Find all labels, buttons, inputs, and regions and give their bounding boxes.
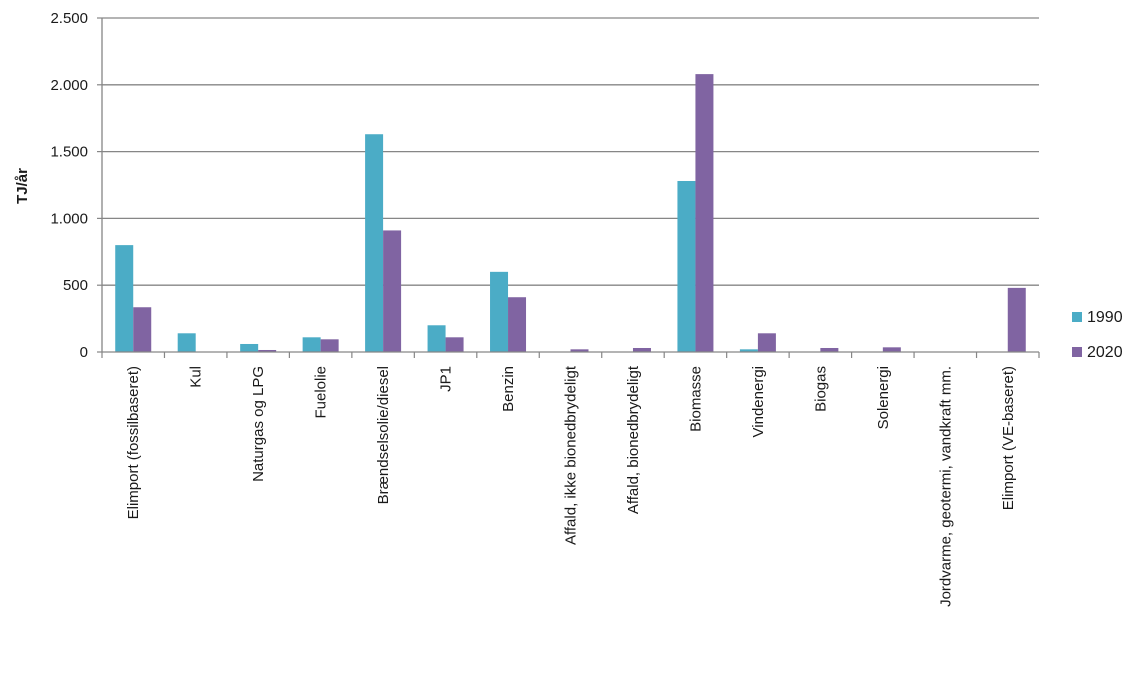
bar-1990 xyxy=(115,245,134,352)
legend-label: 1990 xyxy=(1087,309,1123,326)
x-tick-label: JP1 xyxy=(438,366,455,392)
bar-2020 xyxy=(445,337,464,352)
bar-1990 xyxy=(177,333,196,352)
bar-2020 xyxy=(820,347,839,352)
bar-1990 xyxy=(677,180,696,352)
y-tick-label: 1.500 xyxy=(50,144,88,161)
bar-1990 xyxy=(490,271,509,352)
y-tick-label: 2.500 xyxy=(50,10,88,27)
bar-2020 xyxy=(383,230,402,352)
x-tick-label: Naturgas og LPG xyxy=(250,366,267,482)
x-tick-label: Biomasse xyxy=(687,366,704,432)
x-tick-label: Vindenergi xyxy=(750,366,767,437)
x-tick-label: Fuelolie xyxy=(313,366,330,419)
legend-label: 2020 xyxy=(1087,344,1123,361)
legend: 1990 2020 xyxy=(1072,309,1123,361)
y-tick-label: 2.000 xyxy=(50,77,88,94)
y-tick-label: 0 xyxy=(80,344,88,361)
bar-1990 xyxy=(240,343,259,352)
bar-2020 xyxy=(1007,287,1026,352)
x-tick-label: Benzin xyxy=(500,366,517,412)
x-tick-label: Jordvarme, geotermi, vandkraft mm. xyxy=(937,366,954,607)
bar-2020 xyxy=(320,339,339,352)
bar-2020 xyxy=(570,349,589,352)
y-axis-title: TJ/år xyxy=(14,168,31,204)
axes xyxy=(97,17,1040,358)
x-tick-label: Brændselsolie/diesel xyxy=(375,366,392,504)
x-tick-label: Solenergi xyxy=(875,366,892,429)
bar-1990 xyxy=(739,349,758,352)
bars xyxy=(115,74,1026,352)
x-tick-label: Biogas xyxy=(812,366,829,412)
bar-2020 xyxy=(632,347,651,352)
legend-swatch xyxy=(1072,312,1082,322)
y-tick-label: 500 xyxy=(63,277,88,294)
x-tick-label: Elimport (fossilbaseret) xyxy=(125,366,142,519)
x-tick-label: Elimport (VE-baseret) xyxy=(1000,366,1017,510)
y-tick-labels: 0 500 1.000 1.500 2.000 2.500 xyxy=(50,10,88,361)
y-tick-label: 1.000 xyxy=(50,210,88,227)
bar-2020 xyxy=(757,333,776,352)
bar-2020 xyxy=(508,297,527,352)
bar-1990 xyxy=(302,337,321,352)
bar-2020 xyxy=(882,347,901,352)
gridlines xyxy=(102,17,1039,286)
x-tick-label: Affald, ikke bionedbrydeligt xyxy=(563,365,580,545)
bar-2020 xyxy=(258,349,277,352)
bar-2020 xyxy=(133,307,152,352)
x-tick-label: Kul xyxy=(188,366,205,388)
bar-2020 xyxy=(695,74,714,352)
legend-swatch xyxy=(1072,347,1082,357)
x-tick-label: Affald, bionedbrydeligt xyxy=(625,365,642,514)
bar-1990 xyxy=(427,325,446,352)
x-tick-labels: Elimport (fossilbaseret) Kul Naturgas og L… xyxy=(125,365,1017,607)
bar-1990 xyxy=(365,134,384,352)
